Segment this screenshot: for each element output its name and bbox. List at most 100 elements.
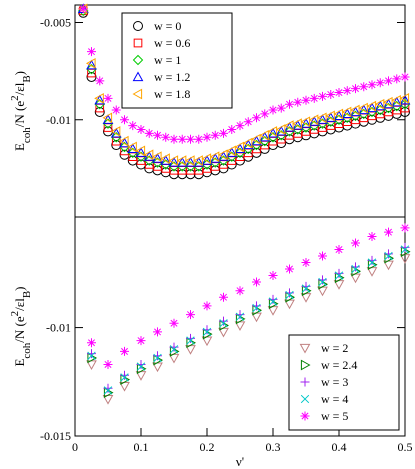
data-point xyxy=(118,135,129,147)
x-tick-label: 0 xyxy=(72,440,78,454)
data-point xyxy=(351,262,360,272)
y-tick-label: -0.01 xyxy=(46,113,71,127)
x-tick-label: 0.4 xyxy=(332,440,347,454)
data-point xyxy=(359,82,369,92)
data-point xyxy=(318,91,327,101)
data-point xyxy=(217,149,228,161)
data-point xyxy=(252,113,261,123)
data-point xyxy=(136,362,146,371)
data-point xyxy=(243,117,253,127)
data-point xyxy=(301,281,311,291)
data-point xyxy=(219,128,228,138)
x-tick-label: 0.1 xyxy=(134,440,149,454)
legend-label: w = 2 xyxy=(321,341,348,355)
y-axis-label: Ecoh/N (e2/εlB) xyxy=(9,286,33,366)
data-point xyxy=(384,76,393,86)
data-point xyxy=(102,112,113,124)
data-point xyxy=(234,141,245,153)
data-point xyxy=(111,105,121,115)
data-point xyxy=(127,141,137,153)
data-point xyxy=(367,255,377,265)
y-axis-label-part: /N (e xyxy=(12,101,27,128)
data-point xyxy=(285,99,294,109)
data-point xyxy=(351,84,360,94)
data-point xyxy=(275,124,286,135)
data-point xyxy=(227,124,237,134)
data-point xyxy=(219,319,228,328)
data-point xyxy=(308,114,319,126)
data-point xyxy=(177,134,187,144)
data-point xyxy=(384,251,393,261)
legend-label: w = 0 xyxy=(154,19,181,33)
legend-label: w = 0.6 xyxy=(154,36,190,50)
data-point xyxy=(193,155,203,166)
data-point xyxy=(392,74,402,84)
data-point xyxy=(186,336,195,345)
data-point xyxy=(349,104,360,116)
data-point xyxy=(136,359,146,369)
data-point xyxy=(400,242,410,252)
data-point xyxy=(342,86,352,96)
legend-marker xyxy=(133,21,143,31)
data-point xyxy=(358,102,368,114)
legend-marker xyxy=(300,394,310,404)
data-point xyxy=(334,245,344,255)
data-point xyxy=(85,57,96,69)
data-point xyxy=(267,126,278,137)
data-point xyxy=(334,88,344,98)
data-point xyxy=(318,277,327,287)
x-tick-label: 0.2 xyxy=(200,440,215,454)
data-point xyxy=(136,124,146,134)
data-point xyxy=(382,96,393,108)
data-point xyxy=(292,118,302,129)
data-point xyxy=(374,98,385,110)
data-point xyxy=(169,342,179,352)
data-point xyxy=(87,338,96,348)
data-point xyxy=(252,277,261,287)
data-point xyxy=(103,383,113,393)
data-point xyxy=(293,97,303,107)
data-point xyxy=(136,336,146,346)
data-point xyxy=(268,297,278,306)
data-point xyxy=(326,89,336,99)
plot-frame xyxy=(74,216,406,437)
data-point xyxy=(153,353,162,363)
data-point xyxy=(333,108,344,120)
data-point xyxy=(161,132,171,142)
data-point xyxy=(384,249,393,259)
data-point xyxy=(252,303,261,313)
legend-label: w = 2.4 xyxy=(321,358,357,372)
data-point xyxy=(186,333,195,343)
data-point xyxy=(367,258,377,267)
data-point xyxy=(103,386,113,395)
data-point xyxy=(366,100,377,112)
legend-marker xyxy=(133,38,143,48)
x-tick-label: 0.3 xyxy=(266,440,281,454)
data-point xyxy=(202,132,212,142)
data-point xyxy=(235,312,245,321)
data-point xyxy=(259,129,269,141)
y-axis-label-part: ) xyxy=(12,286,27,290)
data-point xyxy=(341,106,352,118)
data-point xyxy=(268,271,278,281)
y-axis-label-part: /εl xyxy=(12,82,27,95)
data-point xyxy=(384,227,393,237)
data-point xyxy=(391,94,401,106)
data-point xyxy=(153,351,162,361)
data-point xyxy=(367,232,377,242)
data-point xyxy=(202,325,212,335)
data-point xyxy=(153,327,162,337)
data-point xyxy=(128,121,138,131)
x-axis-label: ν' xyxy=(236,454,244,469)
data-point xyxy=(399,93,410,104)
data-point xyxy=(301,258,311,268)
data-point xyxy=(268,105,278,115)
data-point xyxy=(283,120,294,131)
data-point xyxy=(202,327,212,337)
y-axis-label-part: /εl xyxy=(12,298,27,311)
y-axis-label-part: 2 xyxy=(9,311,21,317)
data-point xyxy=(110,126,121,137)
data-point xyxy=(334,268,344,278)
data-point xyxy=(325,110,335,122)
legend-label: w = 1.8 xyxy=(154,87,190,101)
